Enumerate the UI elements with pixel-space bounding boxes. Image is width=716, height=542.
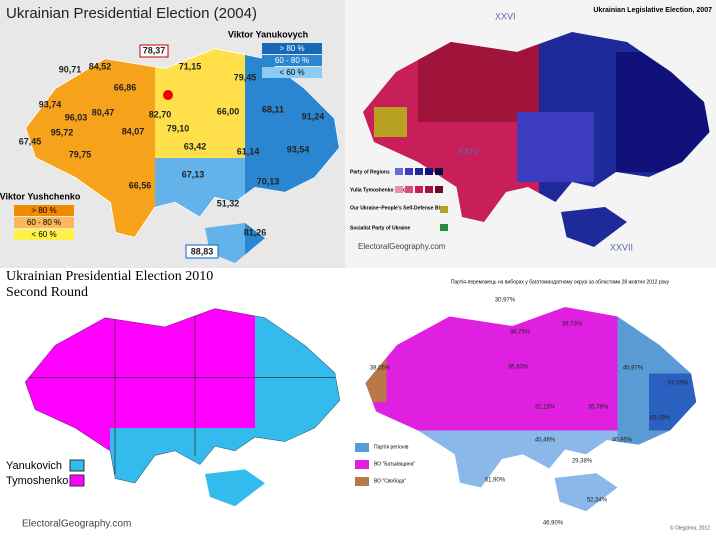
legend-title: Viktor Yushchenko <box>0 191 81 201</box>
region-value: 96,03 <box>65 112 88 122</box>
legend-item: ВО "Свобода" <box>374 478 406 484</box>
region-values: 38,05% 30,97% 39,73% 36,80% 40,97% 57,05… <box>370 298 689 527</box>
credit: ElectoralGeography.com <box>22 519 131 530</box>
region-value: 66,00 <box>217 106 240 116</box>
region-value: 90,71 <box>59 64 82 74</box>
region-value: 67,13 <box>182 169 205 179</box>
region-value: 84,07 <box>122 126 145 136</box>
legend-item: Yanukovich <box>6 460 62 472</box>
panel-2012: Партія-переможець на виборах у багатоман… <box>345 268 716 537</box>
region-value: 67,45 <box>19 136 42 146</box>
legend-item: 60 - 80 % <box>275 56 309 65</box>
district: XXVII <box>610 242 633 252</box>
region-values: 90,71 84,52 66,86 78,37 71,15 79,45 93,7… <box>19 44 325 259</box>
legend-yushchenko: Viktor Yushchenko > 80 % 60 - 80 % < 60 … <box>0 191 81 240</box>
legend-item: 60 - 80 % <box>27 218 61 227</box>
district: XXIV <box>458 146 479 156</box>
region-value: 39,73% <box>562 322 583 328</box>
legend-item: ВО "Батьківщина" <box>374 461 415 467</box>
panel-2007: Ukrainian Legislative Election, 2007 XXV… <box>345 0 716 268</box>
panel-2010: Ukrainian Presidential Election 2010 Sec… <box>0 268 345 537</box>
region-value: 79,75 <box>69 149 92 159</box>
region-value: 66,86 <box>114 82 137 92</box>
title: Партія-переможець на виборах у багатоман… <box>451 279 670 285</box>
region-value: 63,42 <box>184 141 207 151</box>
legend-yanukovych: Viktor Yanukovych > 80 % 60 - 80 % < 60 … <box>228 29 322 78</box>
region-value: 93,54 <box>287 144 310 154</box>
region-value: 61,90% <box>485 478 506 484</box>
region-value: 38,05% <box>370 366 391 372</box>
region-value: 52,34% <box>587 498 608 504</box>
title: Ukrainian Presidential Election 2010 <box>6 269 213 284</box>
region-value: 66,56 <box>129 180 152 190</box>
region-value: 46,90% <box>543 521 564 527</box>
title: Ukrainian Presidential Election (2004) <box>6 5 257 22</box>
panel-2004: Ukrainian Presidential Election (2004) V… <box>0 0 345 268</box>
region-value: 91,24 <box>302 111 325 121</box>
legend-item: Yulia Tymoshenko Bloc <box>350 187 406 193</box>
region-value: 79,10 <box>167 123 190 133</box>
credit: ElectoralGeography.com <box>358 242 446 251</box>
region-value: 79,45 <box>234 72 257 82</box>
region-value: 78,37 <box>143 45 166 55</box>
legend: Партія регіонів ВО "Батьківщина" ВО "Сво… <box>355 443 415 486</box>
region-value: 57,05% <box>668 381 689 387</box>
region-value: 30,97% <box>495 298 516 304</box>
legend-item: Партія регіонів <box>374 444 409 450</box>
legend-item: Socialist Party of Ukraine <box>350 225 411 231</box>
region-value: 40,97% <box>623 366 644 372</box>
legend-item: Party of Regions <box>350 169 390 175</box>
region-value: 80,47 <box>92 107 115 117</box>
credit: © Olegzima, 2012 <box>670 524 710 531</box>
region-value: 61,14 <box>237 146 260 156</box>
region-value: 81,26 <box>244 227 267 237</box>
region-value: 32,15% <box>535 405 556 411</box>
legend-item: Tymoshenko <box>6 475 68 487</box>
region-value: 40,95% <box>612 438 633 444</box>
region-value: 29,38% <box>572 459 593 465</box>
region-value: 40,46% <box>535 438 556 444</box>
region-value: 71,15 <box>179 61 202 71</box>
title: Ukrainian Legislative Election, 2007 <box>593 7 712 14</box>
legend-title: Viktor Yanukovych <box>228 29 308 39</box>
legend-item: Our Ukraine–People's Self-Defense Bloc <box>350 205 446 211</box>
region-value: 36,80% <box>508 365 529 371</box>
district: XXVI <box>495 11 516 21</box>
subtitle: Second Round <box>6 285 88 300</box>
region-value: 38,75% <box>510 330 531 336</box>
region-value: 84,52 <box>89 61 112 71</box>
region-value: 88,83 <box>191 246 214 256</box>
legend-item: > 80 % <box>31 206 56 215</box>
region-value: 65,09% <box>650 416 671 422</box>
region-value: 82,70 <box>149 109 172 119</box>
legend: Party of Regions Yulia Tymoshenko Bloc O… <box>350 168 448 231</box>
region-value: 70,13 <box>257 176 280 186</box>
legend-item: < 60 % <box>279 68 304 77</box>
legend-item: < 60 % <box>31 230 56 239</box>
region-value: 51,32 <box>217 198 240 208</box>
region-value: 68,11 <box>262 104 284 114</box>
region-value: 93,74 <box>39 99 62 109</box>
legend-item: > 80 % <box>279 44 304 53</box>
region-value: 35,78% <box>588 405 609 411</box>
region-value: 95,72 <box>51 127 74 137</box>
